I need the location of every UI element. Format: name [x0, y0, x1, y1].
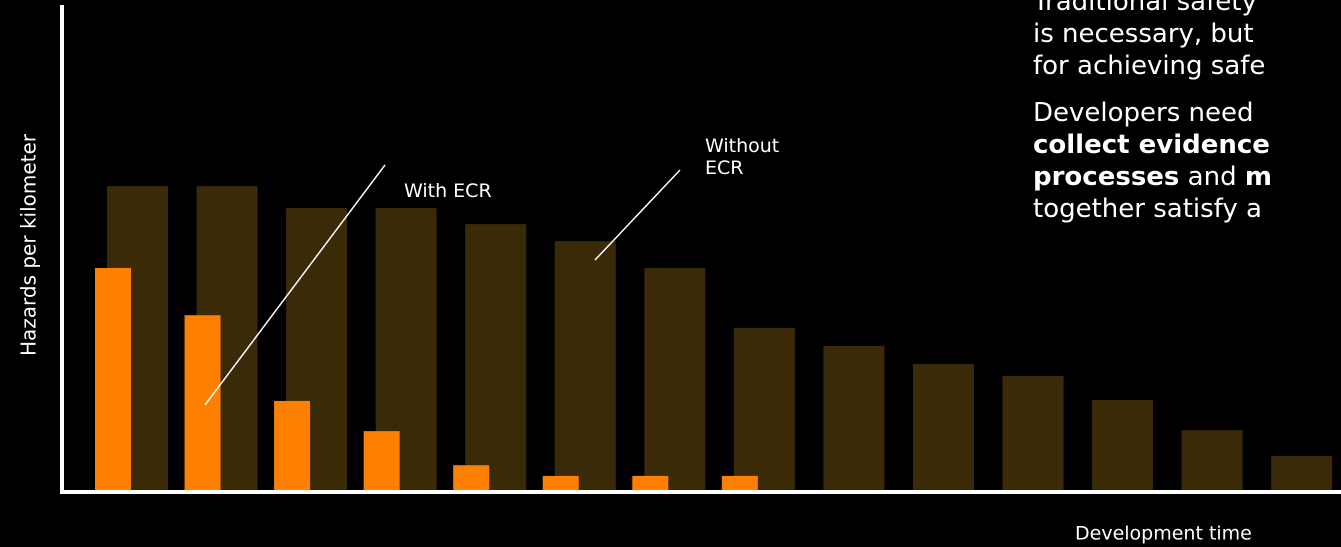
bar [1092, 399, 1154, 492]
text-panel: Traditional safety is necessary, but for… [1033, 0, 1341, 240]
bar [95, 267, 131, 492]
bar [1181, 430, 1243, 492]
paragraph: Developers need collect evidence process… [1033, 97, 1341, 225]
text-line: Developers need [1033, 98, 1254, 128]
text: and [1179, 162, 1245, 192]
text-line: collect evidence [1033, 129, 1341, 161]
bar [363, 431, 400, 492]
bar [1271, 455, 1333, 492]
bar [721, 475, 758, 492]
x-axis-label: Development time [1075, 523, 1252, 545]
annotation: With ECR [404, 180, 492, 202]
bold-text: m [1244, 162, 1272, 192]
bar [274, 400, 311, 492]
bar [184, 315, 221, 492]
annotation: Without ECR [705, 135, 780, 179]
bar [453, 465, 490, 492]
y-axis-label: Hazards per kilometer [17, 133, 41, 356]
bar [1002, 376, 1064, 492]
bar [644, 267, 706, 492]
text-line: is necessary, but [1033, 19, 1254, 49]
bar [823, 345, 885, 492]
paragraph: Traditional safety is necessary, but for… [1033, 0, 1341, 82]
bar [912, 363, 974, 492]
bar [465, 224, 527, 492]
bold-text: processes [1033, 162, 1180, 192]
text-line: Traditional safety [1033, 0, 1257, 17]
text-line: together satisfy a [1033, 194, 1262, 224]
bold-text: collect evidence [1033, 130, 1270, 160]
bar [733, 327, 795, 492]
annotation-pointer [594, 169, 681, 261]
text-line: processes and m [1033, 161, 1341, 193]
bar [542, 475, 579, 492]
text-line: for achieving safe [1033, 51, 1266, 81]
annotation-pointer [204, 164, 386, 406]
bar [554, 241, 616, 492]
bar [632, 475, 669, 492]
